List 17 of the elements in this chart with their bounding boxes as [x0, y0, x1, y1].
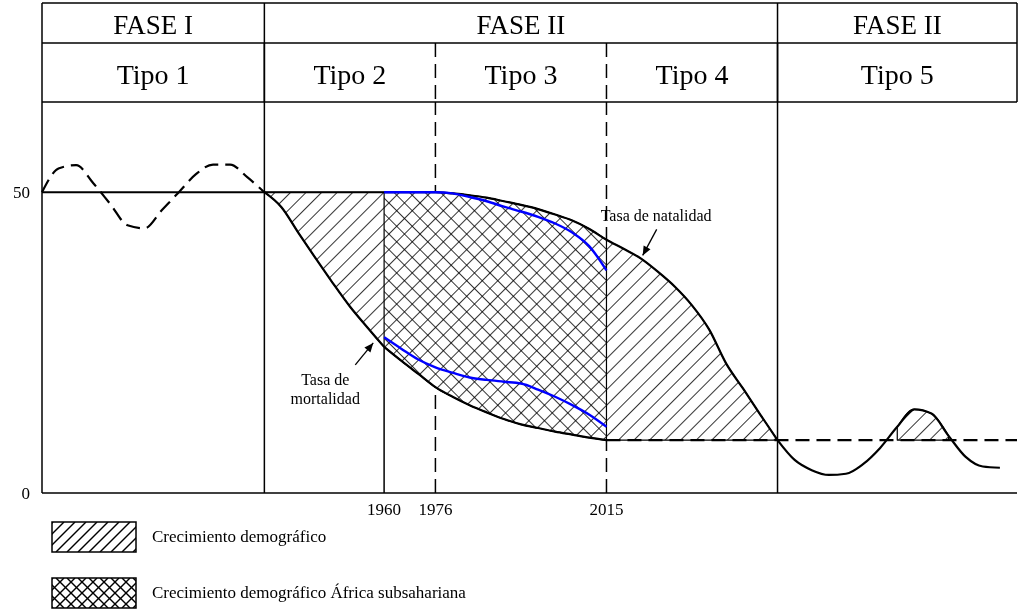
y-tick-label: 50 [13, 183, 30, 203]
x-tick-label: 2015 [589, 500, 624, 519]
text: FASE II [852, 10, 942, 40]
text: Tipo 1 [116, 59, 190, 90]
text: Tipo 2 [313, 59, 387, 90]
text: FASE II [476, 10, 566, 40]
legend-label: Crecimiento demográfico África subsahariana [152, 583, 467, 602]
legend-label: Crecimiento demográfico [152, 527, 327, 546]
y-tick-label: 0 [21, 483, 30, 503]
x-tick-label: 1976 [418, 500, 453, 519]
x-tick-label: 1960 [367, 500, 402, 519]
annotation: Tasa de mortalidad [290, 370, 360, 407]
text: FASE I [113, 10, 194, 40]
annotation: Tasa de natalidad [600, 207, 712, 225]
text: Tipo 4 [655, 59, 729, 90]
text: Tipo 5 [860, 59, 934, 90]
text: Tipo 3 [484, 59, 558, 90]
